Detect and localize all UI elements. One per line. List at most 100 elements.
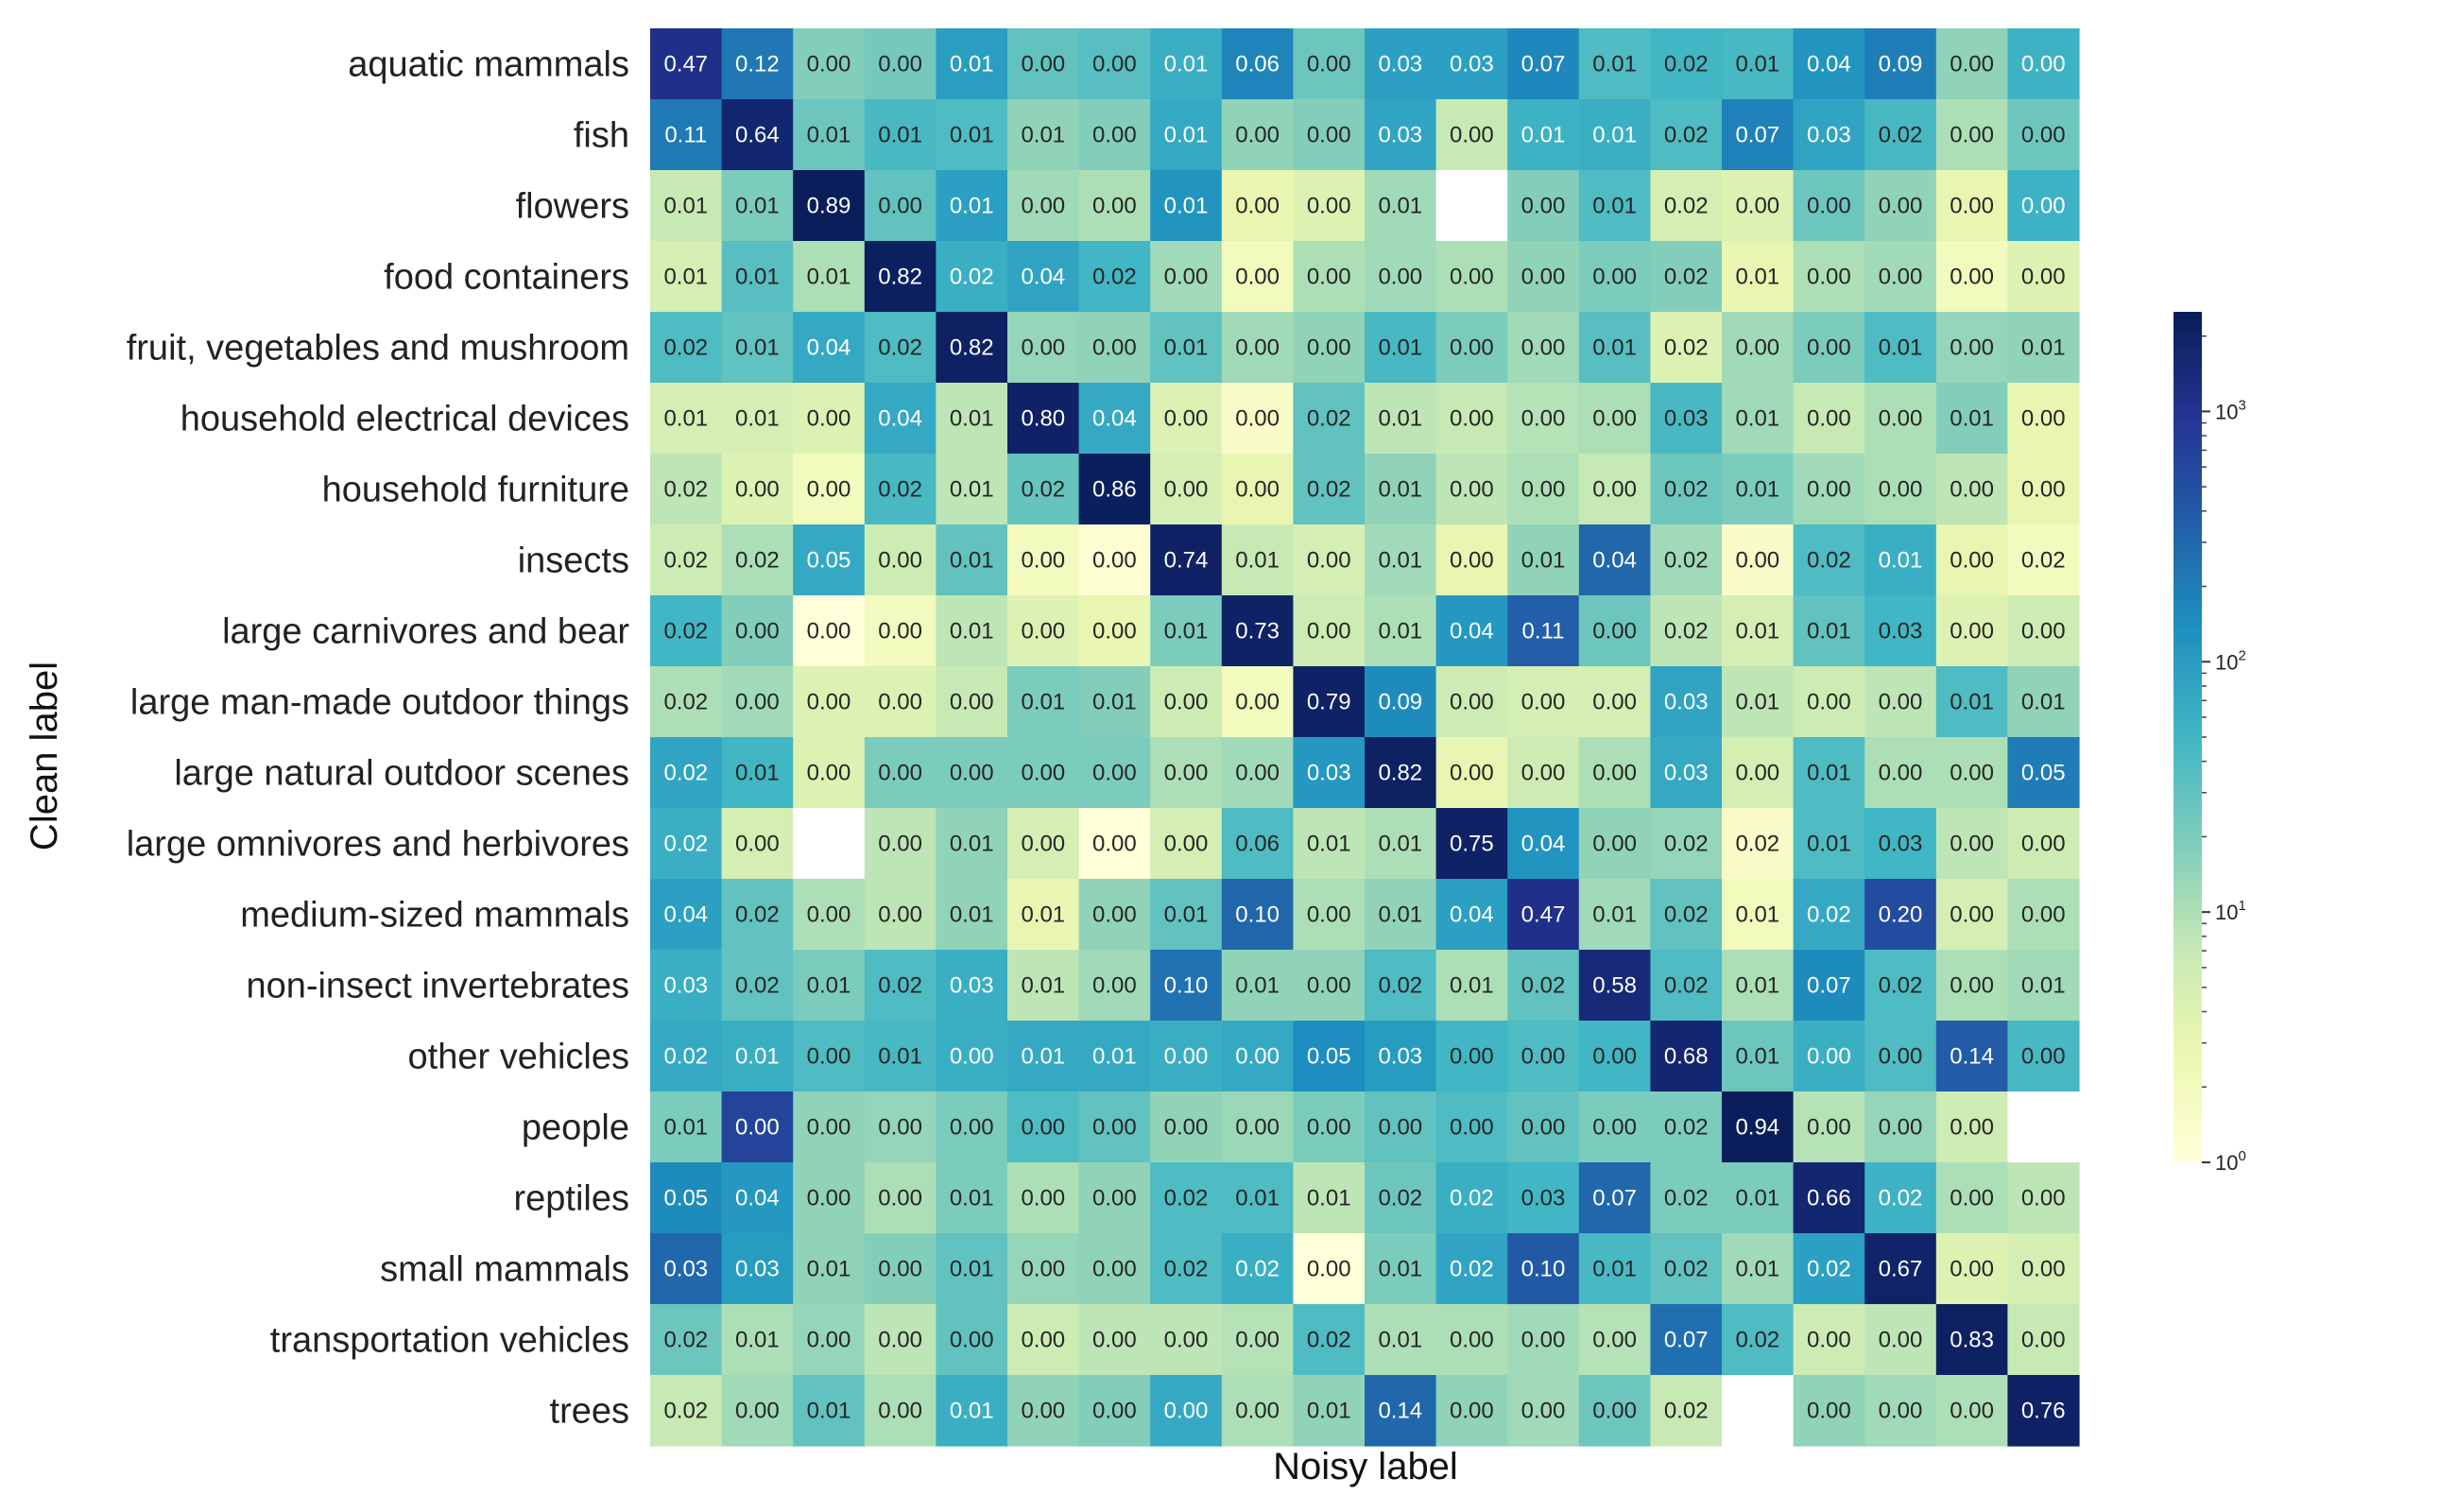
heatmap-cell <box>793 312 866 384</box>
cell-value: 0.01 <box>950 406 994 432</box>
heatmap-cell <box>1864 737 1937 809</box>
cell-value: 0.01 <box>1735 690 1779 715</box>
cell-value: 0.00 <box>1521 477 1566 503</box>
heatmap-cell <box>1722 1021 1795 1092</box>
cell-value: 0.00 <box>1521 1328 1566 1353</box>
heatmap-cell <box>1435 808 1508 880</box>
heatmap-cell <box>1507 1304 1580 1376</box>
heatmap-cell <box>650 383 723 455</box>
cell-value: 0.94 <box>1735 1115 1779 1141</box>
heatmap-cell <box>1722 99 1795 171</box>
heatmap-cell <box>1435 1375 1508 1447</box>
cell-value: 0.02 <box>735 902 780 928</box>
heatmap-cell <box>650 595 723 667</box>
heatmap-cell <box>1793 808 1865 880</box>
cell-value: 0.00 <box>1592 265 1637 290</box>
heatmap-cell <box>864 879 936 951</box>
cell-value: 0.00 <box>807 1186 851 1211</box>
cell-value: 0.03 <box>1378 1044 1422 1070</box>
cell-value: 0.00 <box>1164 832 1209 857</box>
cell-value: 0.01 <box>807 265 851 290</box>
heatmap-cell <box>1507 1233 1580 1305</box>
heatmap-cell <box>1650 950 1723 1022</box>
heatmap-cell <box>721 312 794 384</box>
cell-value: 0.01 <box>1092 690 1137 715</box>
heatmap-cell <box>864 99 936 171</box>
cell-value: 0.00 <box>1307 902 1351 928</box>
heatmap-cell <box>1507 879 1580 951</box>
heatmap-cell <box>1365 524 1437 596</box>
cell-value: 0.00 <box>2021 619 2066 644</box>
heatmap-cell <box>1365 1021 1437 1092</box>
cell-value: 0.02 <box>1021 477 1065 503</box>
cell-value: 0.01 <box>1592 335 1637 361</box>
cell-value: 0.00 <box>1307 619 1351 644</box>
cell-value: 0.02 <box>1664 123 1709 148</box>
heatmap-cell <box>1864 666 1937 738</box>
heatmap-cell <box>2007 1021 2080 1092</box>
colorbar-tick-label: 102 <box>2215 647 2246 674</box>
cell-value: 0.00 <box>1450 1399 1494 1424</box>
cell-value-labels: 0.47 0.12 0.00 0.00 0.01 0.00 0.00 0.01 0.06 0.00… <box>663 52 2065 1424</box>
heatmap-cell <box>2007 666 2080 738</box>
cell-value: 0.02 <box>1521 973 1566 999</box>
cell-value: 0.03 <box>1879 619 1923 644</box>
heatmap-cell <box>1365 595 1437 667</box>
heatmap-cell <box>1078 595 1151 667</box>
heatmap-cell <box>1221 524 1294 596</box>
heatmap-cell <box>650 454 723 525</box>
cell-value: 0.00 <box>807 690 851 715</box>
cell-value: 0.00 <box>2021 902 2066 928</box>
cell-value: 0.00 <box>1021 832 1065 857</box>
cell-value: 0.00 <box>807 761 851 786</box>
heatmap-cell <box>1864 1021 1937 1092</box>
heatmap-cell <box>936 1091 1008 1163</box>
cell-value: 0.00 <box>1521 406 1566 432</box>
cell-value: 0.00 <box>1879 265 1923 290</box>
cell-value: 0.02 <box>1450 1186 1494 1211</box>
cell-value: 0.02 <box>1664 52 1709 77</box>
cell-value: 0.00 <box>1164 477 1209 503</box>
cell-value: 0.04 <box>878 406 922 432</box>
heatmap-cell <box>936 1375 1008 1447</box>
heatmap-cell <box>1007 524 1080 596</box>
cell-value: 0.66 <box>1807 1186 1851 1211</box>
cell-value: 0.10 <box>1521 1257 1566 1282</box>
cell-value: 0.00 <box>1879 1044 1923 1070</box>
heatmap-cell <box>1793 1091 1865 1163</box>
cell-value: 0.10 <box>1235 902 1280 928</box>
heatmap-cell <box>1793 1021 1865 1092</box>
cell-value: 0.01 <box>807 1399 851 1424</box>
cell-value: 0.00 <box>1592 832 1637 857</box>
heatmap-cell <box>793 1233 866 1305</box>
cell-value: 0.01 <box>1235 548 1280 574</box>
heatmap-cell <box>1578 737 1651 809</box>
cell-value: 0.00 <box>1450 690 1494 715</box>
cell-value: 0.05 <box>2021 761 2066 786</box>
heatmap-cell <box>1435 1304 1508 1376</box>
cell-value: 0.00 <box>1235 1044 1280 1070</box>
heatmap-cell <box>1793 737 1865 809</box>
heatmap-cell <box>1007 1162 1080 1234</box>
heatmap-cell <box>1078 1375 1151 1447</box>
heatmap-cell <box>1864 595 1937 667</box>
heatmap-cell <box>1650 524 1723 596</box>
cell-value: 0.01 <box>1164 619 1209 644</box>
heatmap-cell <box>1864 312 1937 384</box>
cell-value: 0.00 <box>1164 761 1209 786</box>
heatmap-cell <box>1722 312 1795 384</box>
cell-value: 0.01 <box>1592 52 1637 77</box>
heatmap-cell <box>1578 666 1651 738</box>
cell-value: 0.10 <box>1164 973 1209 999</box>
heatmap-cell <box>1864 1162 1937 1234</box>
cell-value: 0.00 <box>1592 1044 1637 1070</box>
cell-value: 0.01 <box>1592 1257 1637 1282</box>
cell-value: 0.14 <box>1950 1044 1994 1070</box>
cell-value: 0.00 <box>1307 123 1351 148</box>
heatmap-cell <box>1650 1021 1723 1092</box>
cell-value: 0.11 <box>1522 619 1565 644</box>
heatmap-cell <box>793 1304 866 1376</box>
heatmap-cell <box>650 737 723 809</box>
cell-value: 0.07 <box>1592 1186 1637 1211</box>
cell-value: 0.00 <box>878 52 922 77</box>
